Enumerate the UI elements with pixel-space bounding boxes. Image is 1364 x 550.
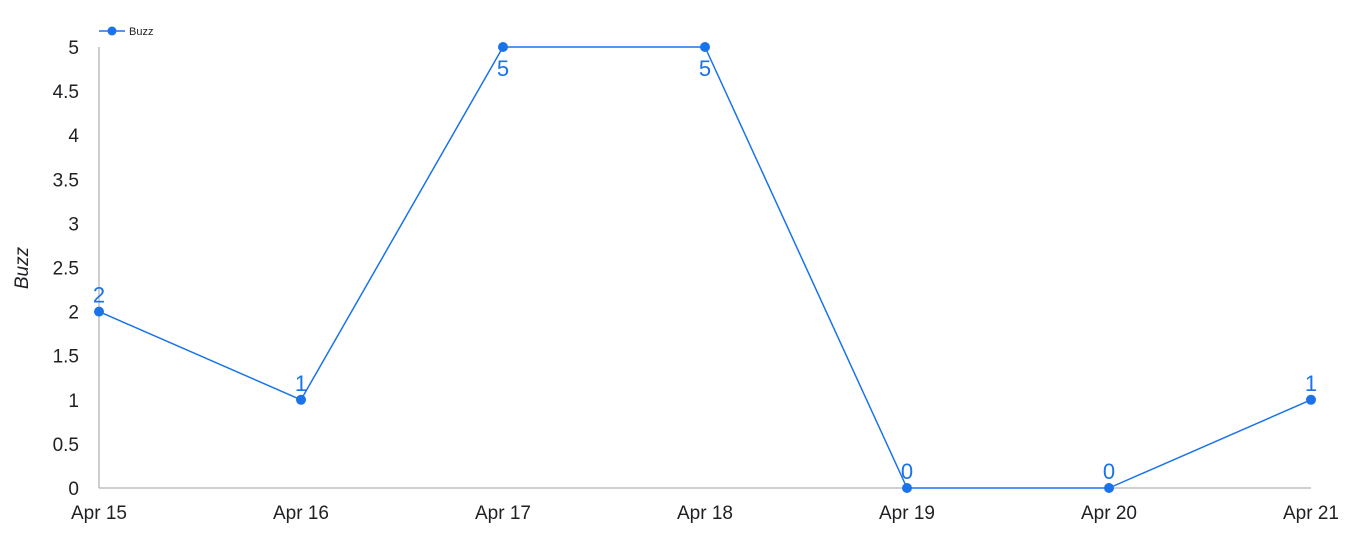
y-tick-label: 4 [68,126,79,147]
data-label: 1 [1305,371,1317,396]
legend: Buzz [99,26,153,38]
y-tick-label: 0 [68,479,79,500]
y-tick-label: 2 [68,303,79,324]
legend-marker-swatch [107,26,117,36]
x-tick-label: Apr 16 [273,503,329,524]
series-buzz: 2 1 5 5 0 0 1 [93,42,1317,493]
x-tick-label: Apr 21 [1283,503,1339,524]
x-tick-label: Apr 17 [475,503,531,524]
y-axis-title: Buzz [12,246,33,289]
y-tick-label: 4.5 [53,82,79,103]
data-point [902,483,912,493]
data-label: 5 [497,56,509,81]
data-label: 1 [295,371,307,396]
data-label: 2 [93,283,105,308]
y-tick-label: 3 [68,214,79,235]
y-axis: 0 0.5 1 1.5 2 2.5 3 3.5 4 4.5 5 [53,38,100,500]
y-tick-label: 1 [68,391,79,412]
x-axis: Apr 15 Apr 16 Apr 17 Apr 18 Apr 19 Apr 20 Apr … [71,487,1339,524]
data-point [1104,483,1114,493]
data-label: 0 [901,459,913,484]
y-tick-label: 5 [68,38,79,59]
y-tick-label: 3.5 [53,170,79,191]
data-point [94,306,104,317]
data-point [1306,394,1316,405]
series-line-buzz [98,46,1312,489]
data-point [296,394,306,405]
data-label: 0 [1103,459,1115,484]
y-tick-label: 2.5 [53,259,79,280]
data-point [700,42,710,52]
x-tick-label: Apr 20 [1081,503,1137,524]
x-tick-label: Apr 18 [677,503,733,524]
data-label: 5 [699,56,711,81]
data-point [498,42,508,52]
y-tick-label: 1.5 [53,347,79,368]
x-tick-label: Apr 15 [71,503,127,524]
x-tick-label: Apr 19 [879,503,935,524]
legend-label: Buzz [129,26,153,38]
y-tick-label: 0.5 [53,435,79,456]
